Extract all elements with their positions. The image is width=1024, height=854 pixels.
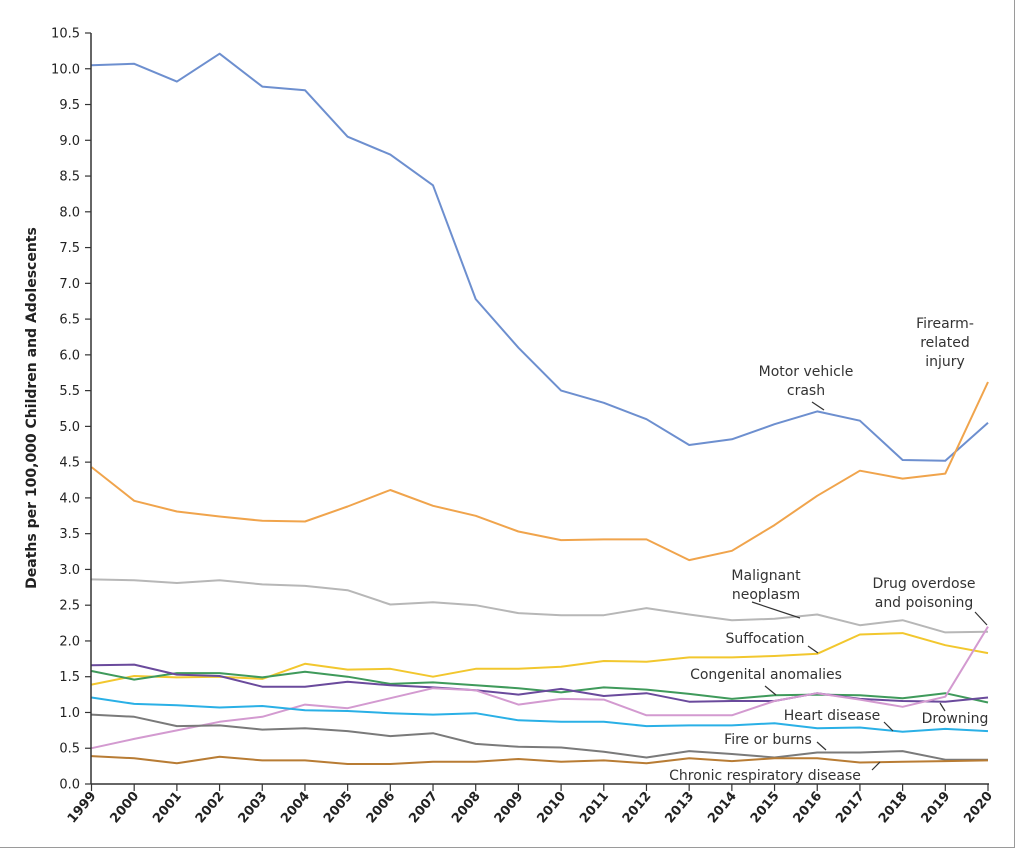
label-drug-2: and poisoning (875, 595, 974, 611)
y-tick-label: 1.0 (59, 706, 80, 721)
label-chronic: Chronic respiratory disease (669, 768, 861, 784)
series-line-heart-disease (91, 696, 989, 733)
y-tick-label: 2.5 (59, 599, 80, 614)
label-motor-vehicle-2: crash (787, 383, 825, 399)
leader-suffocation (807, 645, 819, 654)
y-axis-label: Deaths per 100,000 Children and Adolesce… (24, 227, 40, 589)
y-tick-label: 9.0 (59, 134, 80, 149)
y-tick-label: 3.0 (59, 563, 80, 578)
label-heart: Heart disease (784, 708, 881, 724)
series-line-motor-vehicle-crash (91, 52, 989, 462)
leader-malignant (751, 601, 801, 619)
label-congenital: Congenital anomalies (690, 667, 842, 683)
y-tick-label: 5.5 (59, 384, 80, 399)
series-line-congenital-anomalies (91, 670, 989, 704)
y-tick-label: 0.5 (59, 742, 80, 757)
series-line-suffocation (91, 632, 989, 686)
y-tick-label: 10.5 (51, 27, 80, 42)
label-suffocation: Suffocation (725, 631, 804, 647)
y-tick-label: 4.5 (59, 456, 80, 471)
leader-heart (883, 721, 894, 732)
leader-drowning (939, 702, 946, 712)
label-drowning: Drowning (922, 711, 989, 727)
label-motor-vehicle-1: Motor vehicle (759, 364, 854, 380)
label-firearm-2: related (920, 335, 970, 351)
leader-congenital (764, 685, 777, 696)
y-tick-label: 7.0 (59, 277, 80, 292)
y-tick-label: 8.0 (59, 205, 80, 220)
leader-chronic (871, 761, 881, 771)
series-line-fire-or-burns (91, 713, 988, 761)
label-firearm-1: Firearm- (916, 316, 974, 332)
y-tick-label: 5.0 (59, 420, 80, 435)
label-drug-1: Drug overdose (872, 576, 975, 592)
y-tick-label: 4.0 (59, 491, 80, 506)
series-line-firearm-related-injury (90, 381, 989, 562)
leader-fire (816, 741, 827, 751)
y-tick-label: 3.5 (59, 527, 80, 542)
leader-motor (811, 401, 825, 411)
y-tick-label: 6.0 (59, 348, 80, 363)
series-line-malignant-neoplasm (91, 578, 989, 634)
y-tick-label: 6.5 (59, 313, 80, 328)
y-tick-label: 10.0 (51, 62, 80, 77)
y-tick-label: 1.5 (59, 670, 80, 685)
y-tick-label: 9.5 (59, 98, 80, 113)
y-tick-label: 7.5 (59, 241, 80, 256)
label-fire: Fire or burns (724, 732, 812, 748)
label-firearm-3: injury (925, 354, 965, 370)
series-line-chronic-respiratory-disease (91, 755, 989, 765)
y-tick-label: 0.0 (59, 778, 80, 793)
label-malignant-1: Malignant (731, 568, 801, 584)
y-tick-label: 8.5 (59, 170, 80, 185)
y-tick-label: 2.0 (59, 634, 80, 649)
label-malignant-2: neoplasm (732, 587, 800, 603)
series-line-drug-overdose-and-poisoning (91, 626, 989, 750)
leader-drug (974, 611, 988, 626)
